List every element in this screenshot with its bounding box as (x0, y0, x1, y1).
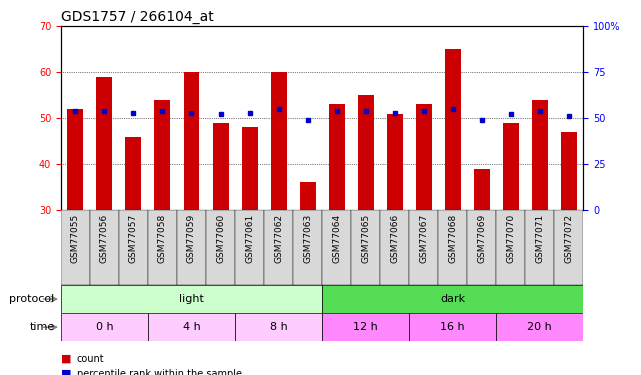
Text: GSM77070: GSM77070 (506, 214, 515, 263)
FancyBboxPatch shape (409, 210, 438, 285)
FancyBboxPatch shape (235, 210, 264, 285)
Bar (183, 72, 199, 210)
Bar (329, 104, 345, 210)
FancyBboxPatch shape (119, 210, 148, 285)
Text: count: count (77, 354, 104, 364)
Text: GSM77057: GSM77057 (129, 214, 138, 263)
Text: 0 h: 0 h (96, 322, 113, 332)
FancyBboxPatch shape (467, 210, 496, 285)
Text: GSM77061: GSM77061 (245, 214, 254, 263)
Text: GDS1757 / 266104_at: GDS1757 / 266104_at (61, 10, 213, 24)
Bar (67, 109, 83, 210)
FancyBboxPatch shape (496, 210, 525, 285)
Text: dark: dark (440, 294, 465, 304)
Text: GSM77072: GSM77072 (564, 214, 573, 263)
Text: GSM77062: GSM77062 (274, 214, 283, 263)
Text: GSM77071: GSM77071 (535, 214, 544, 263)
FancyBboxPatch shape (322, 210, 351, 285)
Text: light: light (179, 294, 204, 304)
FancyBboxPatch shape (61, 313, 148, 341)
Bar (387, 114, 403, 210)
FancyBboxPatch shape (438, 210, 467, 285)
Bar (299, 183, 315, 210)
Bar (416, 104, 431, 210)
Bar (271, 72, 287, 210)
Text: GSM77056: GSM77056 (100, 214, 109, 263)
Text: GSM77058: GSM77058 (158, 214, 167, 263)
Text: protocol: protocol (9, 294, 54, 304)
FancyBboxPatch shape (293, 210, 322, 285)
Bar (358, 95, 374, 210)
Bar (503, 123, 519, 210)
Bar (445, 49, 461, 210)
FancyBboxPatch shape (61, 210, 90, 285)
FancyBboxPatch shape (148, 313, 235, 341)
Text: 16 h: 16 h (440, 322, 465, 332)
Bar (242, 128, 258, 210)
FancyBboxPatch shape (235, 313, 322, 341)
FancyBboxPatch shape (322, 285, 583, 313)
Text: 4 h: 4 h (183, 322, 201, 332)
Text: GSM77066: GSM77066 (390, 214, 399, 263)
FancyBboxPatch shape (351, 210, 380, 285)
Text: 12 h: 12 h (353, 322, 378, 332)
FancyBboxPatch shape (554, 210, 583, 285)
Bar (126, 136, 142, 210)
Text: 20 h: 20 h (528, 322, 552, 332)
Text: GSM77060: GSM77060 (216, 214, 225, 263)
Bar (532, 100, 548, 210)
Text: time: time (29, 322, 54, 332)
Text: GSM77063: GSM77063 (303, 214, 312, 263)
Text: 8 h: 8 h (270, 322, 287, 332)
Text: GSM77055: GSM77055 (71, 214, 80, 263)
Bar (213, 123, 228, 210)
Text: percentile rank within the sample: percentile rank within the sample (77, 369, 242, 375)
FancyBboxPatch shape (177, 210, 206, 285)
Text: GSM77065: GSM77065 (361, 214, 370, 263)
FancyBboxPatch shape (525, 210, 554, 285)
FancyBboxPatch shape (61, 285, 322, 313)
Text: ■: ■ (61, 354, 71, 364)
Bar (561, 132, 577, 210)
FancyBboxPatch shape (90, 210, 119, 285)
Bar (96, 77, 112, 210)
Bar (154, 100, 171, 210)
FancyBboxPatch shape (322, 313, 409, 341)
Text: ■: ■ (61, 369, 71, 375)
FancyBboxPatch shape (380, 210, 409, 285)
FancyBboxPatch shape (264, 210, 293, 285)
Bar (474, 169, 490, 210)
FancyBboxPatch shape (409, 313, 496, 341)
Text: GSM77064: GSM77064 (332, 214, 341, 263)
Text: GSM77069: GSM77069 (478, 214, 487, 263)
Text: GSM77067: GSM77067 (419, 214, 428, 263)
Text: GSM77059: GSM77059 (187, 214, 196, 263)
FancyBboxPatch shape (496, 313, 583, 341)
Text: GSM77068: GSM77068 (448, 214, 457, 263)
FancyBboxPatch shape (206, 210, 235, 285)
FancyBboxPatch shape (148, 210, 177, 285)
